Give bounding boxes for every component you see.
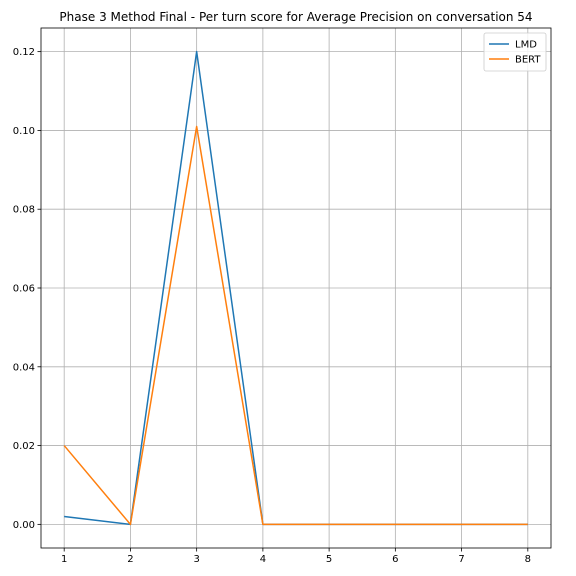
x-tick-label: 1 <box>61 554 67 565</box>
y-axis: 0.00 0.02 0.04 0.06 0.08 0.10 0.12 <box>13 47 41 531</box>
legend: LMD BERT <box>483 32 547 72</box>
x-tick-label: 5 <box>326 554 332 565</box>
plot-frame <box>40 27 552 549</box>
y-tick-label: 0.00 <box>13 520 35 531</box>
x-tick-label: 6 <box>392 554 398 565</box>
y-tick-label: 0.02 <box>13 441 35 452</box>
legend-box <box>483 32 547 72</box>
series-layer <box>63 50 528 526</box>
x-tick-label: 3 <box>193 554 199 565</box>
series-line-bert <box>63 125 528 526</box>
chart-title: Phase 3 Method Final - Per turn score fo… <box>59 10 532 24</box>
x-tick-label: 4 <box>260 554 266 565</box>
x-tick-label: 7 <box>458 554 464 565</box>
y-tick-label: 0.04 <box>13 362 35 373</box>
legend-label: BERT <box>515 55 541 66</box>
legend-label: LMD <box>515 40 537 51</box>
y-tick-label: 0.08 <box>13 205 35 216</box>
y-tick-label: 0.06 <box>13 284 35 295</box>
y-tick-label: 0.12 <box>13 47 35 58</box>
x-tick-label: 2 <box>127 554 133 565</box>
y-tick-label: 0.10 <box>13 126 35 137</box>
grid <box>41 28 551 548</box>
x-tick-label: 8 <box>525 554 531 565</box>
x-axis: 1 2 3 4 5 6 7 8 <box>61 548 531 565</box>
